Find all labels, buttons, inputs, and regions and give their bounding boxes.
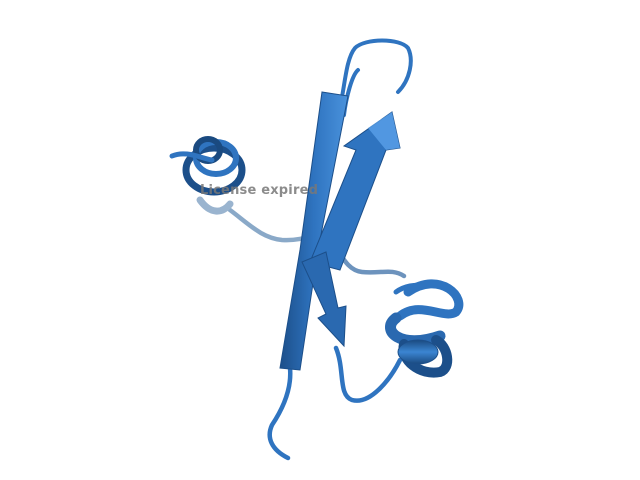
license-watermark: License expired <box>200 183 319 198</box>
alpha-helix-left <box>169 136 246 215</box>
beta-strand-back <box>279 91 349 371</box>
beta-strand-arrow-down <box>301 251 347 348</box>
coil-lower-right <box>333 345 403 403</box>
alpha-helix-right <box>385 279 464 378</box>
coil-bottom-tail <box>267 365 293 461</box>
coil-top-loop <box>336 38 413 118</box>
beta-strand-arrowhead-highlight <box>368 112 400 150</box>
